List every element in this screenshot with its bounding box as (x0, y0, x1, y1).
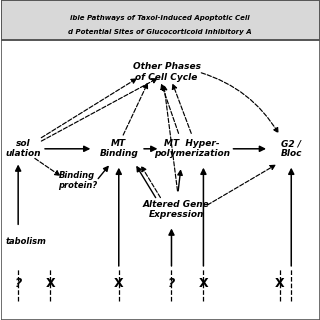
Text: MT
Binding: MT Binding (99, 139, 138, 158)
Text: X: X (275, 277, 285, 290)
Text: Altered Gene
Expression: Altered Gene Expression (143, 200, 210, 219)
Text: ?: ? (14, 277, 22, 290)
Text: tabolism: tabolism (6, 237, 47, 246)
Text: d Potential Sites of Glucocorticoid Inhibitory A: d Potential Sites of Glucocorticoid Inhi… (68, 29, 252, 35)
Text: Binding
protein?: Binding protein? (58, 171, 97, 190)
Text: X: X (45, 277, 55, 290)
Text: X: X (114, 277, 124, 290)
Text: G2 /
Bloc: G2 / Bloc (281, 139, 302, 158)
Text: Other Phases
of Cell Cycle: Other Phases of Cell Cycle (133, 62, 201, 82)
Text: ?: ? (168, 277, 175, 290)
Text: MT  Hyper-
polymerization: MT Hyper- polymerization (154, 139, 230, 158)
Text: ible Pathways of Taxol-Induced Apoptotic Cell: ible Pathways of Taxol-Induced Apoptotic… (70, 15, 250, 21)
FancyBboxPatch shape (1, 0, 320, 40)
Text: sol
ulation: sol ulation (5, 139, 41, 158)
Text: X: X (199, 277, 208, 290)
